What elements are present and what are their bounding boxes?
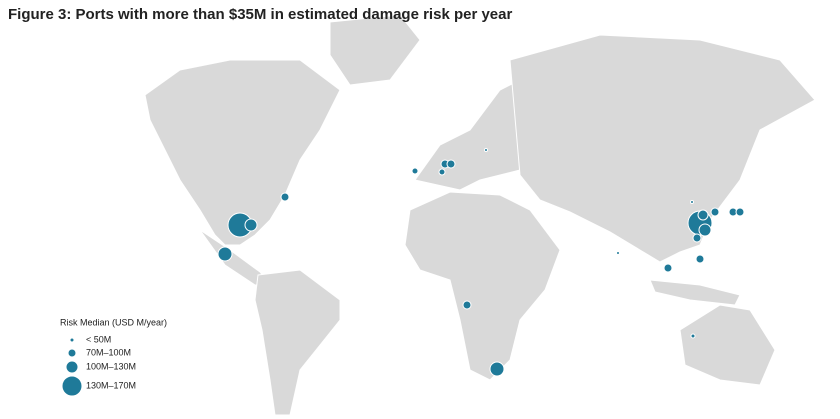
port [280,192,290,202]
port [698,223,712,237]
port [616,251,620,255]
legend-symbol [61,375,83,397]
port [484,148,488,152]
australia [679,304,776,386]
legend-symbol [69,337,75,343]
north-america [144,59,341,246]
port [695,254,705,264]
port [462,300,472,310]
legend-label: < 50M [86,334,111,344]
port [446,159,456,169]
title: Figure 3: Ports with more than $35M in e… [8,6,512,23]
asia [509,34,816,263]
port [735,207,745,217]
indonesia [649,279,741,306]
greenland [329,14,421,86]
port [411,167,419,175]
port [489,361,505,377]
port [697,209,709,221]
legend-symbol [65,360,79,374]
legend-label: 70M–100M [86,347,131,357]
legend-symbol [67,348,77,358]
africa [404,191,561,381]
port [438,168,446,176]
port [692,233,702,243]
legend-label: 100M–130M [86,361,136,371]
south-america [254,269,341,416]
port [710,207,720,217]
legend-title: Risk Median (USD M/year) [60,317,167,327]
port [663,263,673,273]
port [217,246,233,262]
port [690,200,694,204]
port [690,333,696,339]
legend-label: 130M–170M [86,380,136,390]
legend: Risk Median (USD M/year) < 50M 70M–100M … [60,317,167,397]
port [244,218,258,232]
ports [217,148,745,377]
